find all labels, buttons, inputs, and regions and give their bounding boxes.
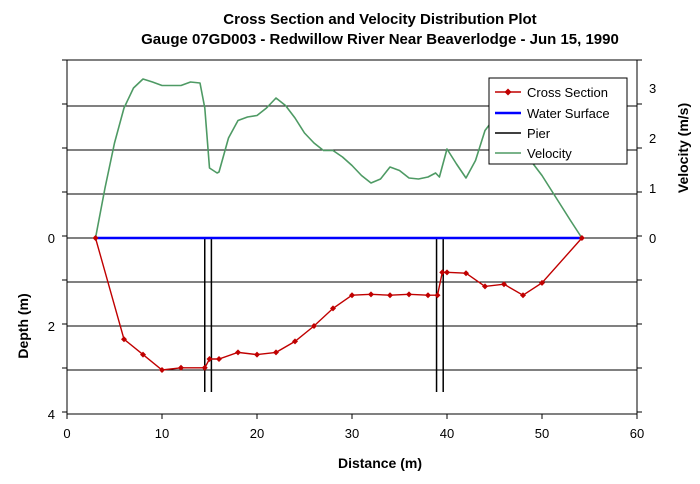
legend-box — [488, 77, 628, 165]
cross-section-point — [578, 235, 585, 241]
chart-title: Cross Section and Velocity Distribution … — [223, 11, 536, 28]
cross-section-point — [216, 356, 222, 362]
cross-section-point — [520, 292, 526, 299]
cross-section-point — [178, 364, 184, 371]
cross-section-point — [439, 269, 446, 276]
cross-section-point — [387, 292, 393, 299]
x-tick-label: 10 — [155, 426, 169, 441]
cross-section-point — [444, 269, 450, 276]
cross-section-point — [292, 338, 298, 345]
x-tick-label: 60 — [630, 426, 644, 441]
cross-section-point — [482, 283, 488, 290]
y-axis-left-label: Depth (m) — [15, 293, 31, 358]
x-tick-label: 50 — [535, 426, 549, 441]
cross-section-point — [254, 351, 260, 358]
cross-section-point — [235, 349, 241, 356]
x-axis-label: Distance (m) — [338, 455, 422, 471]
chart-subtitle: Gauge 07GD003 - Redwillow River Near Bea… — [141, 31, 619, 48]
y-left-tick-label: 2 — [48, 319, 55, 334]
legend-water-surface-label: Water Surface — [527, 106, 610, 121]
cross-section-point — [140, 351, 146, 358]
cross-section-point — [121, 336, 127, 343]
cross-section-point — [159, 367, 165, 373]
y-axis-right-label: Velocity (m/s) — [675, 103, 691, 193]
y-right-tick-label: 2 — [649, 131, 656, 146]
cross-section-point — [368, 291, 374, 298]
cross-section-point — [92, 235, 99, 241]
cross-section-point — [349, 292, 355, 299]
y-right-tick-label: 1 — [649, 181, 656, 196]
y-left-tick-label: 0 — [48, 231, 55, 246]
cross-section-point — [201, 364, 208, 371]
legend-cross-section-label: Cross Section — [527, 85, 608, 100]
cross-section-point — [501, 281, 507, 288]
cross-section-point — [330, 305, 336, 312]
x-tick-label: 20 — [250, 426, 264, 441]
x-tick-label: 30 — [345, 426, 359, 441]
x-tick-label: 40 — [440, 426, 454, 441]
cross-section-point — [406, 291, 412, 298]
cross-section-line — [94, 237, 583, 371]
y-right-tick-label: 0 — [649, 231, 656, 246]
cross-section-point — [273, 349, 279, 356]
legend-cross-section-marker — [504, 88, 512, 96]
cross-section-point — [206, 356, 213, 362]
cross-section-point — [434, 292, 441, 299]
cross-section-point — [539, 279, 545, 286]
x-tick-label: 0 — [63, 426, 70, 441]
legend: Cross Section Water Surface Pier Velocit… — [488, 77, 628, 165]
y-left-tick-label: 4 — [48, 407, 55, 422]
cross-section-point — [425, 292, 431, 299]
legend-pier-label: Pier — [527, 126, 551, 141]
cross-section-point — [311, 323, 317, 329]
cross-section-point — [463, 270, 469, 277]
y-right-tick-label: 3 — [649, 81, 656, 96]
legend-velocity-label: Velocity — [527, 146, 572, 161]
